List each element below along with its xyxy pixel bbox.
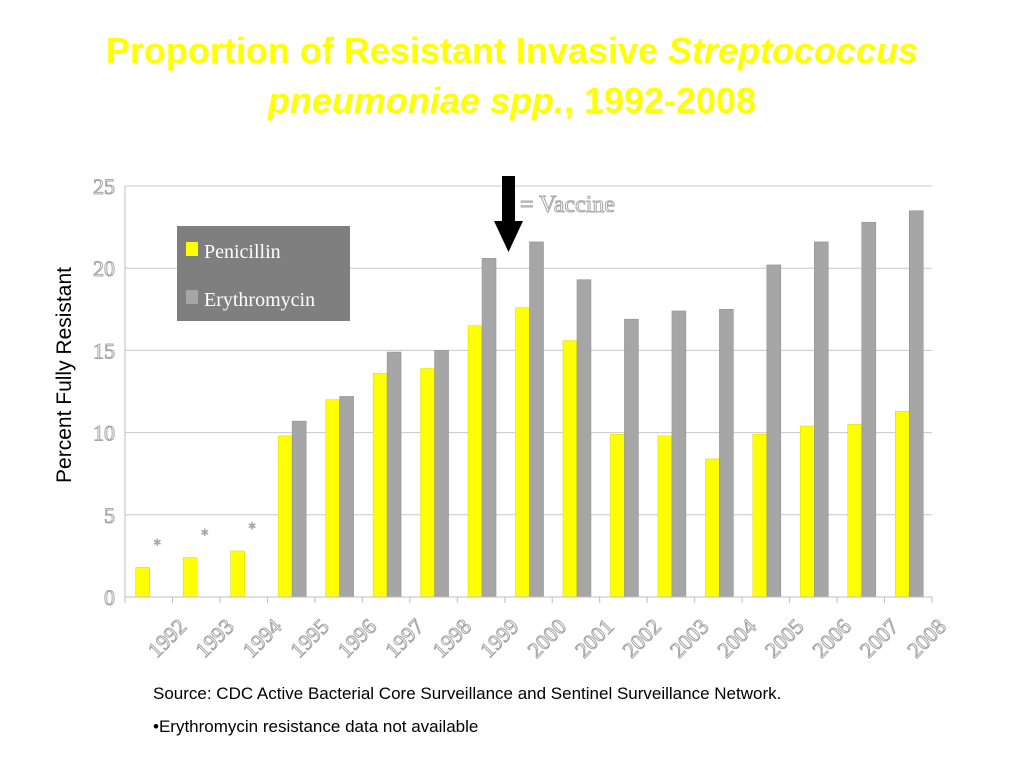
x-tick-label: 1999 [475,614,524,663]
y-tick-label: 20 [93,256,115,281]
bar-erythromycin-2008 [909,210,924,598]
y-tick-label: 15 [93,338,115,363]
bar-penicillin-1996 [325,399,340,598]
bar-chart: ** * 051015202519921993199419951996199719… [93,174,952,664]
bar-erythromycin-1998 [434,350,449,598]
bar-penicillin-1999 [467,325,483,598]
legend: Penicillin Erythromycin [177,226,350,321]
bar-erythromycin-2000 [529,241,544,598]
down-arrow-icon [494,176,523,252]
bar-penicillin-2008 [895,410,910,598]
bar-erythromycin-2002 [624,318,639,598]
bar-erythromycin-2006 [814,241,829,598]
slide-title: Proportion of Resistant Invasive Strepto… [60,26,964,126]
bar-erythromycin-2003 [671,310,687,598]
legend-swatch-penicillin [186,242,198,256]
x-tick-label: 1995 [285,614,334,663]
bar-penicillin-2003 [657,435,673,598]
bar-penicillin-2005 [752,433,768,598]
x-tick-label: 2001 [570,614,619,663]
x-tick-label: 1998 [427,614,476,663]
x-tick-label: 2002 [617,614,666,663]
x-tick-label: 1997 [380,614,429,663]
footnote: •Erythromycin resistance data not availa… [153,717,479,736]
x-tick-label: 2005 [760,614,809,663]
x-tick-label: 2004 [712,614,761,663]
bar-erythromycin-2001 [576,279,592,598]
x-tick-label: 2007 [855,614,904,663]
bar-penicillin-1998 [420,368,435,598]
title-part-3: , 1992-2008 [563,80,757,121]
bar-penicillin-1993 [182,557,198,598]
bar-penicillin-2004 [705,458,720,598]
x-tick-label: 2008 [902,614,951,663]
bar-penicillin-2006 [800,425,815,598]
bar-erythromycin-1996 [339,396,354,598]
bar-penicillin-1995 [277,435,293,598]
y-tick-label: 10 [93,421,115,446]
bar-penicillin-1994 [230,550,245,598]
x-tick-label: 1993 [190,614,239,663]
title-part-1: Proportion of Resistant Invasive [105,30,669,71]
x-tick-label: 1996 [332,614,381,663]
not-available-marker: * [201,528,208,544]
bar-penicillin-2001 [562,340,578,598]
legend-label-erythromycin: Erythromycin [204,289,315,311]
legend-swatch-erythromycin [186,290,198,304]
legend-box [177,226,350,321]
bar-penicillin-2007 [847,424,863,598]
not-available-marker: * [249,521,256,537]
bar-erythromycin-2007 [861,221,877,598]
y-tick-label: 0 [104,585,115,610]
y-tick-label: 5 [104,503,115,528]
bar-erythromycin-1999 [481,258,497,598]
vaccine-label: = Vaccine [520,192,615,218]
bar-penicillin-1997 [372,373,388,598]
title-species: Streptococcus pneumoniae spp. [267,30,919,121]
bar-penicillin-2000 [515,307,530,598]
x-tick-label: 2003 [665,614,714,663]
x-tick-label: 2006 [807,614,856,663]
bar-erythromycin-2005 [766,264,782,598]
bar-erythromycin-1995 [291,420,307,598]
bar-penicillin-2002 [610,433,625,598]
source-note: Source: CDC Active Bacterial Core Survei… [153,684,782,703]
bar-erythromycin-2004 [719,309,734,598]
y-tick-label: 25 [93,174,115,199]
bars: * * * [135,210,924,598]
bar-erythromycin-1997 [386,351,402,598]
x-tick-label: 1992 [143,614,192,663]
bar-penicillin-1992 [135,567,150,598]
x-tick-label: 2000 [522,614,571,663]
vaccine-annotation: = Vaccine [494,176,616,252]
x-tick-label: 1994 [238,614,287,663]
legend-label-penicillin: Penicillin [204,241,281,263]
not-available-marker: * [154,537,161,553]
